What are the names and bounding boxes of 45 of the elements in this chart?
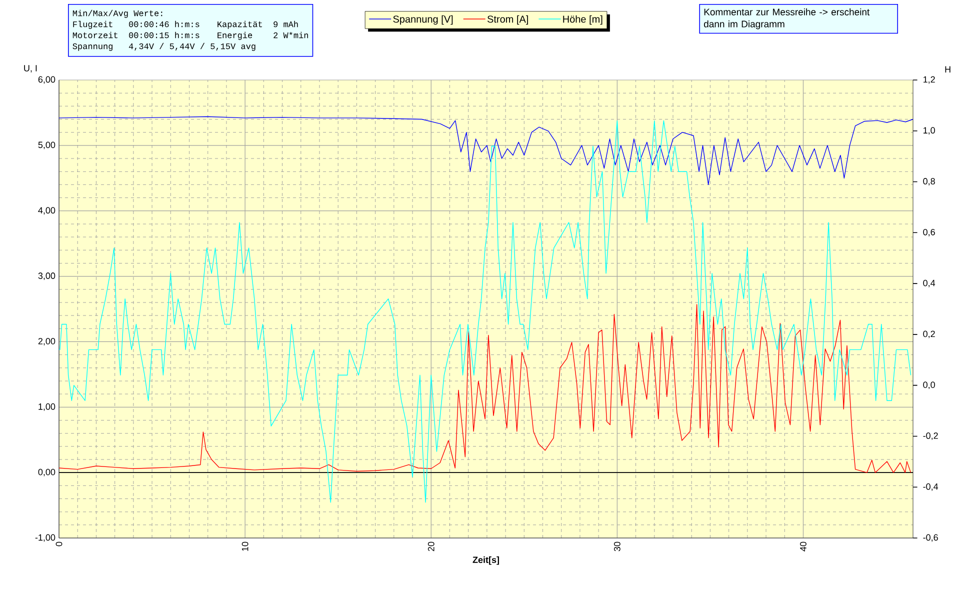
y2-tick-label: 1,2 bbox=[924, 76, 935, 84]
y2-tick-label: 0,2 bbox=[923, 330, 935, 338]
y2-tick-label: 1,0 bbox=[924, 127, 935, 135]
x-tick-label: 30 bbox=[614, 542, 620, 552]
x-axis-title: Zeit[s] bbox=[472, 556, 500, 565]
text: h:m:s bbox=[175, 20, 200, 28]
y2-tick-label: 0,6 bbox=[923, 228, 935, 236]
text: 2 W*min bbox=[274, 32, 308, 38]
text: Min/Max/Avg Werte: bbox=[72, 10, 162, 18]
text: 00:00:15 bbox=[129, 32, 169, 38]
text: 9 mAh bbox=[274, 20, 298, 28]
y-tick-label: 3,00 bbox=[38, 272, 56, 280]
y-tick-label: 0,00 bbox=[38, 468, 56, 476]
legend-label: Strom [A] bbox=[487, 15, 528, 25]
legend-label: Höhe [m] bbox=[563, 15, 602, 25]
y-tick-label: 6,00 bbox=[38, 76, 56, 84]
x-tick-label: 40 bbox=[800, 542, 806, 552]
text: Flugzeit bbox=[73, 20, 112, 29]
text: 00:00:46 bbox=[129, 21, 169, 28]
y2-tick-label: 0,4 bbox=[923, 280, 936, 288]
text: Kapazität bbox=[218, 20, 262, 29]
legend-label: Spannung [V] bbox=[393, 15, 453, 25]
x-tick-label: 0 bbox=[56, 542, 62, 546]
y2-tick-label: -0,2 bbox=[923, 432, 938, 440]
x-tick-label: 20 bbox=[428, 542, 434, 552]
y-tick-label: 1,00 bbox=[38, 403, 56, 411]
y-tick-label: -1,00 bbox=[35, 534, 56, 542]
y-axis-title: U, I bbox=[24, 65, 37, 72]
text: Kommentar zur Messreihe -> erscheint dann im Diagramm bbox=[704, 8, 870, 30]
text: h:m:s bbox=[175, 32, 200, 38]
y2-axis-title: H bbox=[945, 66, 950, 72]
line-series bbox=[59, 304, 912, 473]
y2-tick-label: 0,8 bbox=[923, 178, 935, 186]
y-tick-label: 2,00 bbox=[38, 338, 56, 346]
text: 4,34V / 5,44V bbox=[128, 42, 195, 51]
y2-tick-label: -0,6 bbox=[923, 534, 938, 542]
y-tick-label: 4,00 bbox=[38, 207, 56, 215]
text: Spannung bbox=[72, 43, 112, 51]
text: / 5,15V avg bbox=[200, 42, 256, 51]
text: Motorzeit bbox=[72, 32, 118, 38]
y2-tick-label: 0,0 bbox=[923, 382, 935, 390]
y-tick-label: 5,00 bbox=[38, 142, 56, 150]
text: Energie bbox=[218, 32, 252, 40]
x-tick-label: 10 bbox=[242, 542, 248, 551]
y2-tick-label: -0,4 bbox=[923, 483, 938, 491]
